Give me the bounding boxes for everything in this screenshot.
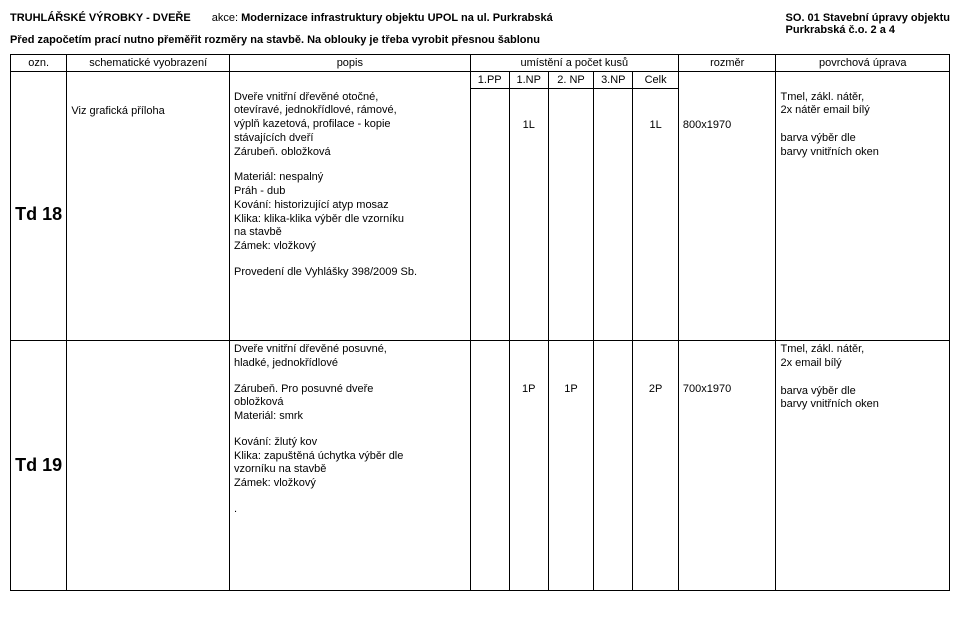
title-main: TRUHLÁŘSKÉ VÝROBKY - DVEŘE [10,12,191,24]
schem-text: Viz grafická příloha [71,91,225,117]
header-right: SO. 01 Stavební úpravy objektu Purkrabsk… [778,12,950,54]
popis-line: Dveře vnitřní dřevěné posuvné, [234,343,466,357]
count-value: 1L [637,91,674,131]
cell-rozmer: 700x1970 [678,341,776,591]
cell-3np [594,341,633,591]
cell-rozmer: 800x1970 [678,89,776,341]
col-ozn: ozn. [11,55,67,72]
cell-1pp [470,341,509,591]
count-value [598,91,628,119]
col-ozn-sub [11,72,67,89]
popis-line: stávajících dveří [234,132,466,146]
title-line: TRUHLÁŘSKÉ VÝROBKY - DVEŘE akce: Moderni… [10,12,778,24]
header: TRUHLÁŘSKÉ VÝROBKY - DVEŘE akce: Moderni… [10,12,950,54]
cell-ozn: Td 18 [11,89,67,341]
ozn-label: Td 19 [15,455,62,476]
cell-1np: 1P [509,341,548,591]
col-popis-sub [230,72,471,89]
povrch-line: 2x nátěr email bílý [780,104,945,118]
rozmer-value: 700x1970 [683,343,772,395]
popis-line: Kování: historizující atyp mosaz [234,199,466,213]
header-row-2: 1.PP 1.NP 2. NP 3.NP Celk [11,72,950,89]
cell-schem: Viz grafická příloha [67,89,230,341]
popis-line: Klika: klika-klika výběr dle vzorníku [234,213,466,227]
col-popis: popis [230,55,471,72]
col-povrch: povrchová úprava [776,55,950,72]
count-value: 1L [514,91,544,131]
popis-line: Zárubeň. obložková [234,146,466,160]
cell-povrch: Tmel, zákl. nátěr, 2x nátěr email bílý b… [776,89,950,341]
cell-popis: Dveře vnitřní dřevěné posuvné, hladké, j… [230,341,471,591]
cell-1np: 1L [509,89,548,341]
povrch-line: Tmel, zákl. nátěr, [780,343,945,357]
povrch-line: Tmel, zákl. nátěr, [780,91,945,105]
so-line1: SO. 01 Stavební úpravy objektu [786,12,950,24]
col-rozmer: rozměr [678,55,776,72]
popis-line: Zámek: vložkový [234,240,466,254]
cell-ozn: Td 19 [11,341,67,591]
akce-label: akce: [212,12,238,24]
col-3np: 3.NP [594,72,633,89]
count-value: 2P [637,343,674,395]
popis-line: . [234,503,466,517]
cell-schem [67,341,230,591]
popis-line: Provedení dle Vyhlášky 398/2009 Sb. [234,266,466,280]
count-value: 1P [553,343,590,395]
popis-line: vzorníku na stavbě [234,463,466,477]
col-schem-sub [67,72,230,89]
popis-line: hladké, jednokřídlové [234,357,466,371]
popis-line: Materiál: smrk [234,410,466,424]
count-value [598,343,628,383]
povrch-line: barvy vnitřních oken [780,146,945,160]
count-value [475,91,505,119]
rozmer-value: 800x1970 [683,91,772,131]
ozn-label: Td 18 [15,204,62,225]
col-1np: 1.NP [509,72,548,89]
cell-2np [548,89,594,341]
col-umisteni: umístění a počet kusů [470,55,678,72]
col-celk: Celk [633,72,679,89]
popis-line: Dveře vnitřní dřevěné otočné, [234,91,466,105]
povrch-line: barvy vnitřních oken [780,398,945,412]
header-row-1: ozn. schematické vyobrazení popis umístě… [11,55,950,72]
table-row: Td 19 Dveře vnitřní dřevěné posuvné, hla… [11,341,950,591]
popis-line: Zámek: vložkový [234,477,466,491]
data-table: ozn. schematické vyobrazení popis umístě… [10,54,950,591]
popis-line: Materiál: nespalný [234,171,466,185]
col-1pp: 1.PP [470,72,509,89]
cell-1pp [470,89,509,341]
povrch-line: 2x email bílý [780,357,945,371]
cell-celk: 1L [633,89,679,341]
popis-line: obložková [234,396,466,410]
col-schem: schematické vyobrazení [67,55,230,72]
count-value: 1P [514,343,544,395]
note-line: Před započetím prací nutno přeměřit rozm… [10,34,778,46]
popis-line: Klika: zapuštěná úchytka výběr dle [234,450,466,464]
cell-3np [594,89,633,341]
col-povrch-sub [776,72,950,89]
so-line2: Purkrabská č.o. 2 a 4 [786,24,950,36]
popis-line: na stavbě [234,226,466,240]
popis-line: otevíravé, jednokřídlové, rámové, [234,104,466,118]
col-2np: 2. NP [548,72,594,89]
popis-line: Zárubeň. Pro posuvné dveře [234,383,466,397]
cell-popis: Dveře vnitřní dřevěné otočné, otevíravé,… [230,89,471,341]
count-value [553,91,590,119]
cell-povrch: Tmel, zákl. nátěr, 2x email bílý barva v… [776,341,950,591]
akce-value: Modernizace infrastruktury objektu UPOL … [241,12,553,24]
povrch-line: barva výběr dle [780,385,945,399]
table-row: Td 18 Viz grafická příloha Dveře vnitřní… [11,89,950,341]
col-rozmer-sub [678,72,776,89]
popis-line: Práh - dub [234,185,466,199]
povrch-line: barva výběr dle [780,132,945,146]
cell-celk: 2P [633,341,679,591]
count-value [475,343,505,383]
popis-line: výplň kazetová, profilace - kopie [234,118,466,132]
popis-line: Kování: žlutý kov [234,436,466,450]
header-left: TRUHLÁŘSKÉ VÝROBKY - DVEŘE akce: Moderni… [10,12,778,54]
cell-2np: 1P [548,341,594,591]
